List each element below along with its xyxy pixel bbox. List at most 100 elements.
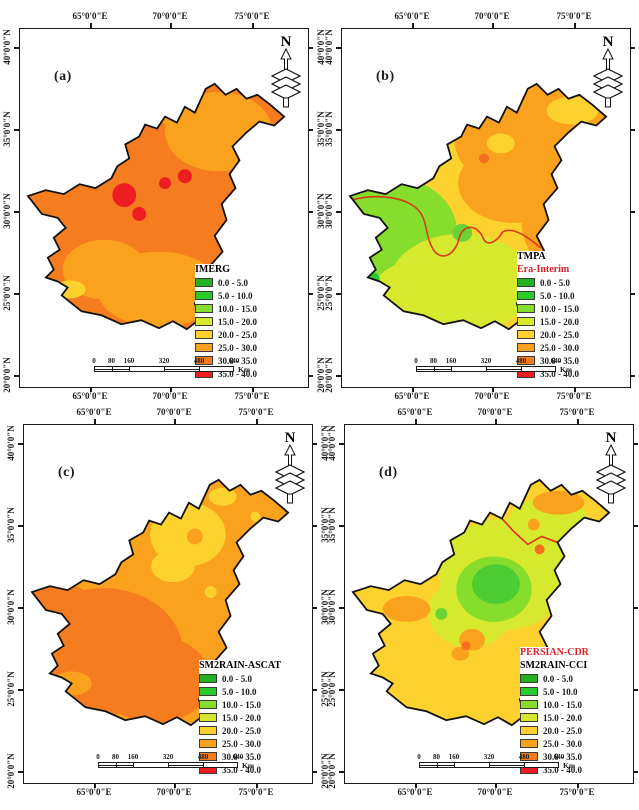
scalebar-divider xyxy=(489,763,490,767)
legend-class-label: 30.0 - 35.0 xyxy=(218,355,257,366)
latitude-label: 20°0'0"N xyxy=(327,753,337,789)
axis-tick xyxy=(335,211,341,213)
longitude-label: 65°0'0"E xyxy=(76,787,112,797)
north-label: N xyxy=(603,34,614,50)
legend-swatch xyxy=(195,355,213,366)
axis-tick xyxy=(308,47,313,49)
legend-swatch xyxy=(199,712,217,723)
scalebar-number: 0 xyxy=(417,753,421,761)
latitude-label: 25°0'0"N xyxy=(2,275,12,311)
axis-tick xyxy=(630,375,635,377)
axis-tick xyxy=(338,771,344,773)
legend-swatch xyxy=(520,712,538,723)
pakistan-map-imerg xyxy=(27,82,286,331)
legend-class-label: 10.0 - 15.0 xyxy=(222,699,261,710)
pakistan-map-sm2rain-cci xyxy=(352,478,611,727)
latitude-label: 40°0'0"N xyxy=(327,425,337,461)
latitude-label: 25°0'0"N xyxy=(327,671,337,707)
legend-row: 30.0 - 35.0 xyxy=(199,750,305,763)
axis-tick xyxy=(308,375,313,377)
axis-tick xyxy=(13,47,19,49)
axis-tick xyxy=(630,47,635,49)
axis-tick xyxy=(13,211,19,213)
latitude-label: 35°0'0"N xyxy=(324,111,334,147)
north-arrow-icon: N xyxy=(593,34,623,108)
axis-tick xyxy=(574,387,576,392)
latitude-label: 20°0'0"N xyxy=(6,753,16,789)
legend-class-label: 15.0 - 20.0 xyxy=(218,316,257,327)
axis-tick xyxy=(633,771,638,773)
axis-tick xyxy=(256,783,258,788)
axis-tick xyxy=(17,771,23,773)
legend-row: 0.0 - 5.0 xyxy=(517,276,623,289)
axis-tick xyxy=(335,293,341,295)
legend-row: 0.0 - 5.0 xyxy=(520,672,626,685)
legend-swatch xyxy=(520,699,538,710)
legend-class-label: 25.0 - 30.0 xyxy=(218,342,257,353)
legend-class-label: 0.0 - 5.0 xyxy=(543,673,573,684)
legend-row: 25.0 - 30.0 xyxy=(520,737,626,750)
legend-title: SM2RAIN-CCI xyxy=(520,659,588,671)
scalebar-number: 0 xyxy=(96,753,100,761)
longitude-label: 70°0'0"E xyxy=(152,11,188,21)
legend-row: 5.0 - 10.0 xyxy=(520,685,626,698)
axis-tick xyxy=(90,22,92,28)
latitude-label: 20°0'0"N xyxy=(324,357,334,393)
legend-titles: TMPA Era-Interim xyxy=(517,251,623,276)
scalebar-halfline xyxy=(99,765,117,766)
scalebar-number: 480 xyxy=(193,357,205,365)
longitude-label: 75°0'0"E xyxy=(556,391,592,401)
scalebar-unit: Km xyxy=(242,761,255,770)
scalebar-unit: Km xyxy=(238,365,251,374)
axis-tick xyxy=(633,443,638,445)
longitude-label: 65°0'0"E xyxy=(394,391,430,401)
scalebar-number: 320 xyxy=(158,357,170,365)
latitude-label: 30°0'0"N xyxy=(6,589,16,625)
legend-row: 15.0 - 20.0 xyxy=(517,315,623,328)
scale-bar: 0 80 160 320 480 640 Km xyxy=(96,753,258,773)
legend-class-label: 25.0 - 30.0 xyxy=(543,738,582,749)
legend-row: 5.0 - 10.0 xyxy=(195,289,301,302)
legend-swatch xyxy=(520,738,538,749)
legend-rows: 0.0 - 5.0 5.0 - 10.0 10.0 - 15.0 15.0 - 20.… xyxy=(520,672,626,776)
scalebar-number: 160 xyxy=(127,753,139,761)
scalebar-number: 160 xyxy=(448,753,460,761)
scalebar-bar xyxy=(94,366,234,372)
legend-swatch xyxy=(195,316,213,327)
axis-tick xyxy=(13,293,19,295)
legend-swatch xyxy=(517,329,535,340)
north-arrow-icon: N xyxy=(275,430,305,504)
map-panel-d: (d) N PERSIAN-CDR SM2RAIN-CCI 0.0 - 5.0 5.… xyxy=(327,407,638,797)
axis-tick xyxy=(13,375,19,377)
scalebar-bar xyxy=(98,762,238,768)
legend-row: 10.0 - 15.0 xyxy=(520,698,626,711)
scalebar-number: 480 xyxy=(518,753,530,761)
axis-tick xyxy=(338,689,344,691)
latitude-label: 25°0'0"N xyxy=(6,671,16,707)
scalebar-halfline xyxy=(487,369,522,370)
pakistan-map-tmpa xyxy=(349,82,608,331)
axis-tick xyxy=(94,418,96,424)
legend-class-label: 0.0 - 5.0 xyxy=(222,673,252,684)
scalebar-halfline xyxy=(420,765,438,766)
scalebar-halfline xyxy=(95,369,113,370)
legend-class-label: 15.0 - 20.0 xyxy=(540,316,579,327)
legend-class-label: 0.0 - 5.0 xyxy=(218,277,248,288)
legend-row: 30.0 - 35.0 xyxy=(520,750,626,763)
legend-swatch xyxy=(520,751,538,762)
legend-sm2rain-ascat: SM2RAIN-ASCAT 0.0 - 5.0 5.0 - 10.0 10.0 - … xyxy=(199,659,305,776)
legend-swatch xyxy=(517,342,535,353)
axis-tick xyxy=(94,783,96,788)
axis-tick xyxy=(252,387,254,392)
scalebar-number: 480 xyxy=(515,357,527,365)
scalebar-number: 480 xyxy=(197,753,209,761)
axis-tick xyxy=(170,22,172,28)
axis-tick xyxy=(574,22,576,28)
axis-tick xyxy=(256,418,258,424)
legend-row: 20.0 - 25.0 xyxy=(520,724,626,737)
scalebar-halfline xyxy=(165,369,200,370)
legend-class-label: 25.0 - 30.0 xyxy=(222,738,261,749)
panel-letter: (c) xyxy=(58,465,76,480)
longitude-label: 70°0'0"E xyxy=(152,391,188,401)
legend-tmpa-era-interim: TMPA Era-Interim 0.0 - 5.0 5.0 - 10.0 10.0 … xyxy=(517,251,623,380)
